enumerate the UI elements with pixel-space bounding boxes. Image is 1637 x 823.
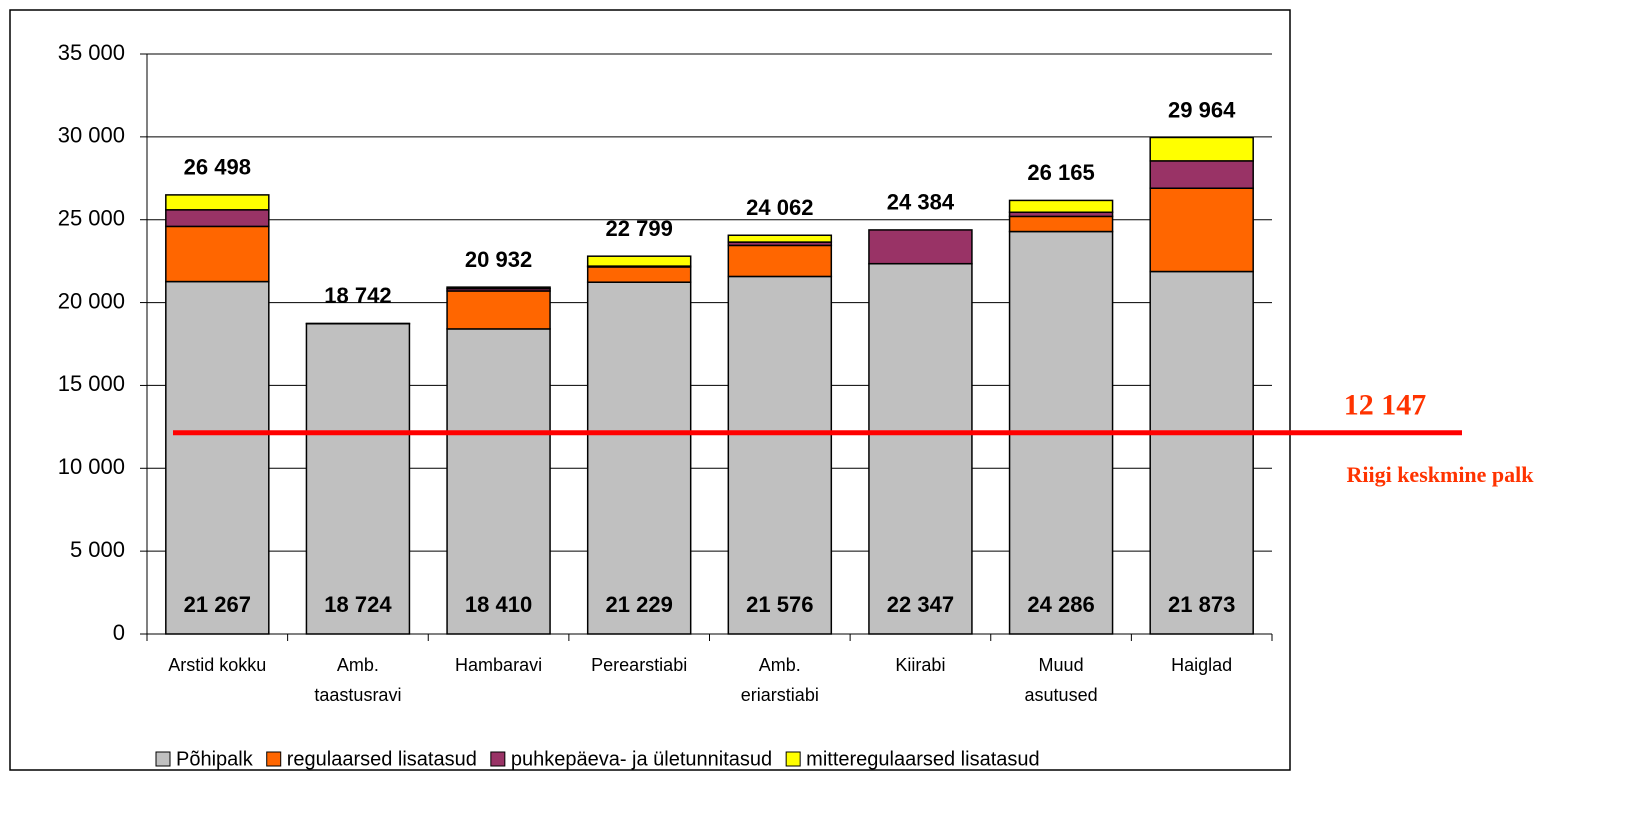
bar-segment	[166, 195, 269, 210]
bar-segment	[166, 226, 269, 281]
x-tick-line: Arstid kokku	[168, 655, 266, 675]
bar-segment	[728, 245, 831, 276]
legend-swatch	[267, 752, 281, 766]
bar-segment	[166, 282, 269, 634]
bar-segment	[166, 210, 269, 227]
base-label: 21 576	[746, 592, 813, 617]
reference-text: Riigi keskmine palk	[1346, 462, 1534, 487]
x-tick-line: Kiirabi	[895, 655, 945, 675]
total-label: 29 964	[1168, 97, 1236, 122]
total-label: 24 384	[887, 190, 955, 215]
bar-segment	[1010, 216, 1113, 231]
legend-label: regulaarsed lisatasud	[287, 748, 477, 770]
legend-swatch	[786, 752, 800, 766]
x-tick-line: Hambaravi	[455, 655, 542, 675]
y-tick-label: 5 000	[70, 537, 125, 562]
bar-segment	[1150, 272, 1253, 634]
y-tick-label: 35 000	[58, 40, 125, 65]
x-tick-line: asutused	[1025, 685, 1098, 705]
x-tick-label: Perearstiabi	[591, 655, 687, 675]
y-tick-label: 0	[113, 620, 125, 645]
base-label: 24 286	[1027, 592, 1094, 617]
bar-segment	[1150, 188, 1253, 271]
x-tick-label: Haiglad	[1171, 655, 1232, 675]
y-tick-label: 10 000	[58, 454, 125, 479]
y-tick-label: 15 000	[58, 371, 125, 396]
base-label: 21 873	[1168, 592, 1235, 617]
bar-segment	[1150, 161, 1253, 188]
base-label: 22 347	[887, 592, 954, 617]
x-tick-line: taastusravi	[314, 685, 401, 705]
reference-label: 12 147	[1344, 389, 1427, 422]
y-tick-label: 20 000	[58, 288, 125, 313]
x-tick-label: Kiirabi	[895, 655, 945, 675]
bar-segment	[588, 267, 691, 282]
y-tick-label: 30 000	[58, 123, 125, 148]
x-tick-label: Arstid kokku	[168, 655, 266, 675]
bar-segment	[1010, 200, 1113, 212]
x-tick-line: Amb.	[337, 655, 379, 675]
x-tick-label: Amb. eriarstiabi	[741, 655, 819, 705]
total-label: 26 165	[1027, 160, 1094, 185]
bar-segment	[447, 287, 550, 289]
x-tick-line: Perearstiabi	[591, 655, 687, 675]
x-tick-line: Muud	[1039, 655, 1084, 675]
bar-segment	[588, 282, 691, 634]
total-label: 20 932	[465, 247, 532, 272]
legend-swatch	[491, 752, 505, 766]
x-tick-line: Haiglad	[1171, 655, 1232, 675]
x-tick-label: Muud asutused	[1025, 655, 1098, 705]
legend-label: Põhipalk	[176, 748, 254, 770]
bar-segment	[306, 324, 409, 634]
bar-segment	[1150, 137, 1253, 160]
total-label: 22 799	[606, 216, 673, 241]
base-label: 21 229	[606, 592, 673, 617]
bar-segment	[447, 329, 550, 634]
bar-segment	[728, 235, 831, 242]
bar-segment	[447, 291, 550, 329]
x-tick-line: eriarstiabi	[741, 685, 819, 705]
base-label: 18 410	[465, 592, 532, 617]
bar-segment	[869, 264, 972, 634]
legend-label: puhkepäeva- ja ületunnitasud	[511, 748, 772, 770]
x-tick-line: Amb.	[759, 655, 801, 675]
x-tick-label: Hambaravi	[455, 655, 542, 675]
y-tick-label: 25 000	[58, 206, 125, 231]
bar-segment	[588, 256, 691, 266]
legend-swatch	[156, 752, 170, 766]
total-label: 24 062	[746, 195, 813, 220]
bar-segment	[728, 276, 831, 634]
total-label: 18 742	[324, 283, 391, 308]
bar-segment	[869, 230, 972, 264]
legend-label: mitteregulaarsed lisatasud	[806, 748, 1039, 770]
base-label: 18 724	[324, 592, 392, 617]
base-label: 21 267	[184, 592, 251, 617]
total-label: 26 498	[184, 155, 251, 180]
x-tick-label: Amb. taastusravi	[314, 655, 401, 705]
